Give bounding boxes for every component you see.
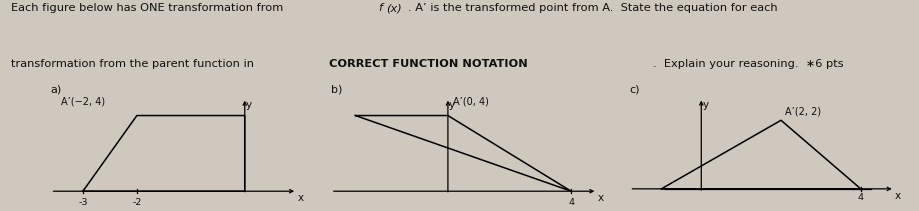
Text: x: x: [298, 193, 303, 203]
Text: f: f: [379, 3, 382, 13]
Text: x: x: [597, 193, 604, 203]
Text: a): a): [51, 84, 62, 94]
Text: .  Explain your reasoning.  ∗6 pts: . Explain your reasoning. ∗6 pts: [653, 59, 844, 69]
Text: c): c): [630, 84, 640, 94]
Text: -3: -3: [78, 198, 87, 207]
Text: (x): (x): [386, 3, 402, 13]
Text: 4: 4: [857, 193, 864, 202]
Text: transformation from the parent function in: transformation from the parent function …: [11, 59, 257, 69]
Text: x: x: [895, 191, 902, 201]
Text: y: y: [245, 100, 252, 110]
Text: -2: -2: [132, 198, 142, 207]
Text: y: y: [449, 100, 455, 110]
Text: 4: 4: [568, 198, 574, 207]
Text: CORRECT FUNCTION NOTATION: CORRECT FUNCTION NOTATION: [329, 59, 528, 69]
Text: A’(−2, 4): A’(−2, 4): [62, 96, 106, 106]
Text: . A’ is the transformed point from A.  State the equation for each: . A’ is the transformed point from A. St…: [408, 3, 777, 13]
Text: Each figure below has ONE transformation from: Each figure below has ONE transformation…: [11, 3, 287, 13]
Text: A’(0, 4): A’(0, 4): [452, 96, 488, 106]
Text: b): b): [331, 84, 342, 94]
Text: y: y: [702, 100, 709, 110]
Text: A’(2, 2): A’(2, 2): [785, 107, 822, 117]
